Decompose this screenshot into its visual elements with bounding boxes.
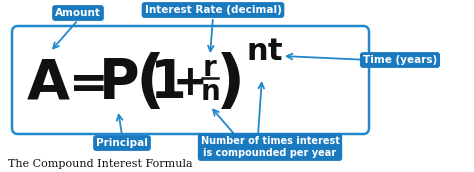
Text: $\bf{P}$: $\bf{P}$: [98, 56, 138, 110]
Text: $\bf{r}$: $\bf{r}$: [202, 55, 218, 82]
Text: Number of times interest
is compounded per year: Number of times interest is compounded p…: [201, 136, 339, 158]
Text: $\bf{=}$: $\bf{=}$: [59, 60, 105, 106]
Text: $\bf{1}$: $\bf{1}$: [149, 57, 184, 109]
Text: $\bf{A}$: $\bf{A}$: [26, 56, 70, 110]
Text: $\bf{(}$: $\bf{(}$: [135, 52, 161, 114]
Text: Time (years): Time (years): [363, 55, 437, 65]
Text: $\bf{n}$: $\bf{n}$: [200, 78, 220, 105]
FancyBboxPatch shape: [12, 26, 369, 134]
Text: The Compound Interest Formula: The Compound Interest Formula: [8, 159, 192, 169]
Text: $\bf{nt}$: $\bf{nt}$: [246, 36, 284, 67]
Text: Principal: Principal: [96, 138, 148, 148]
Text: Amount: Amount: [55, 8, 101, 18]
Text: $\bf{+}$: $\bf{+}$: [172, 62, 204, 104]
Text: $\bf{)}$: $\bf{)}$: [215, 52, 241, 114]
Text: Interest Rate (decimal): Interest Rate (decimal): [145, 5, 282, 15]
